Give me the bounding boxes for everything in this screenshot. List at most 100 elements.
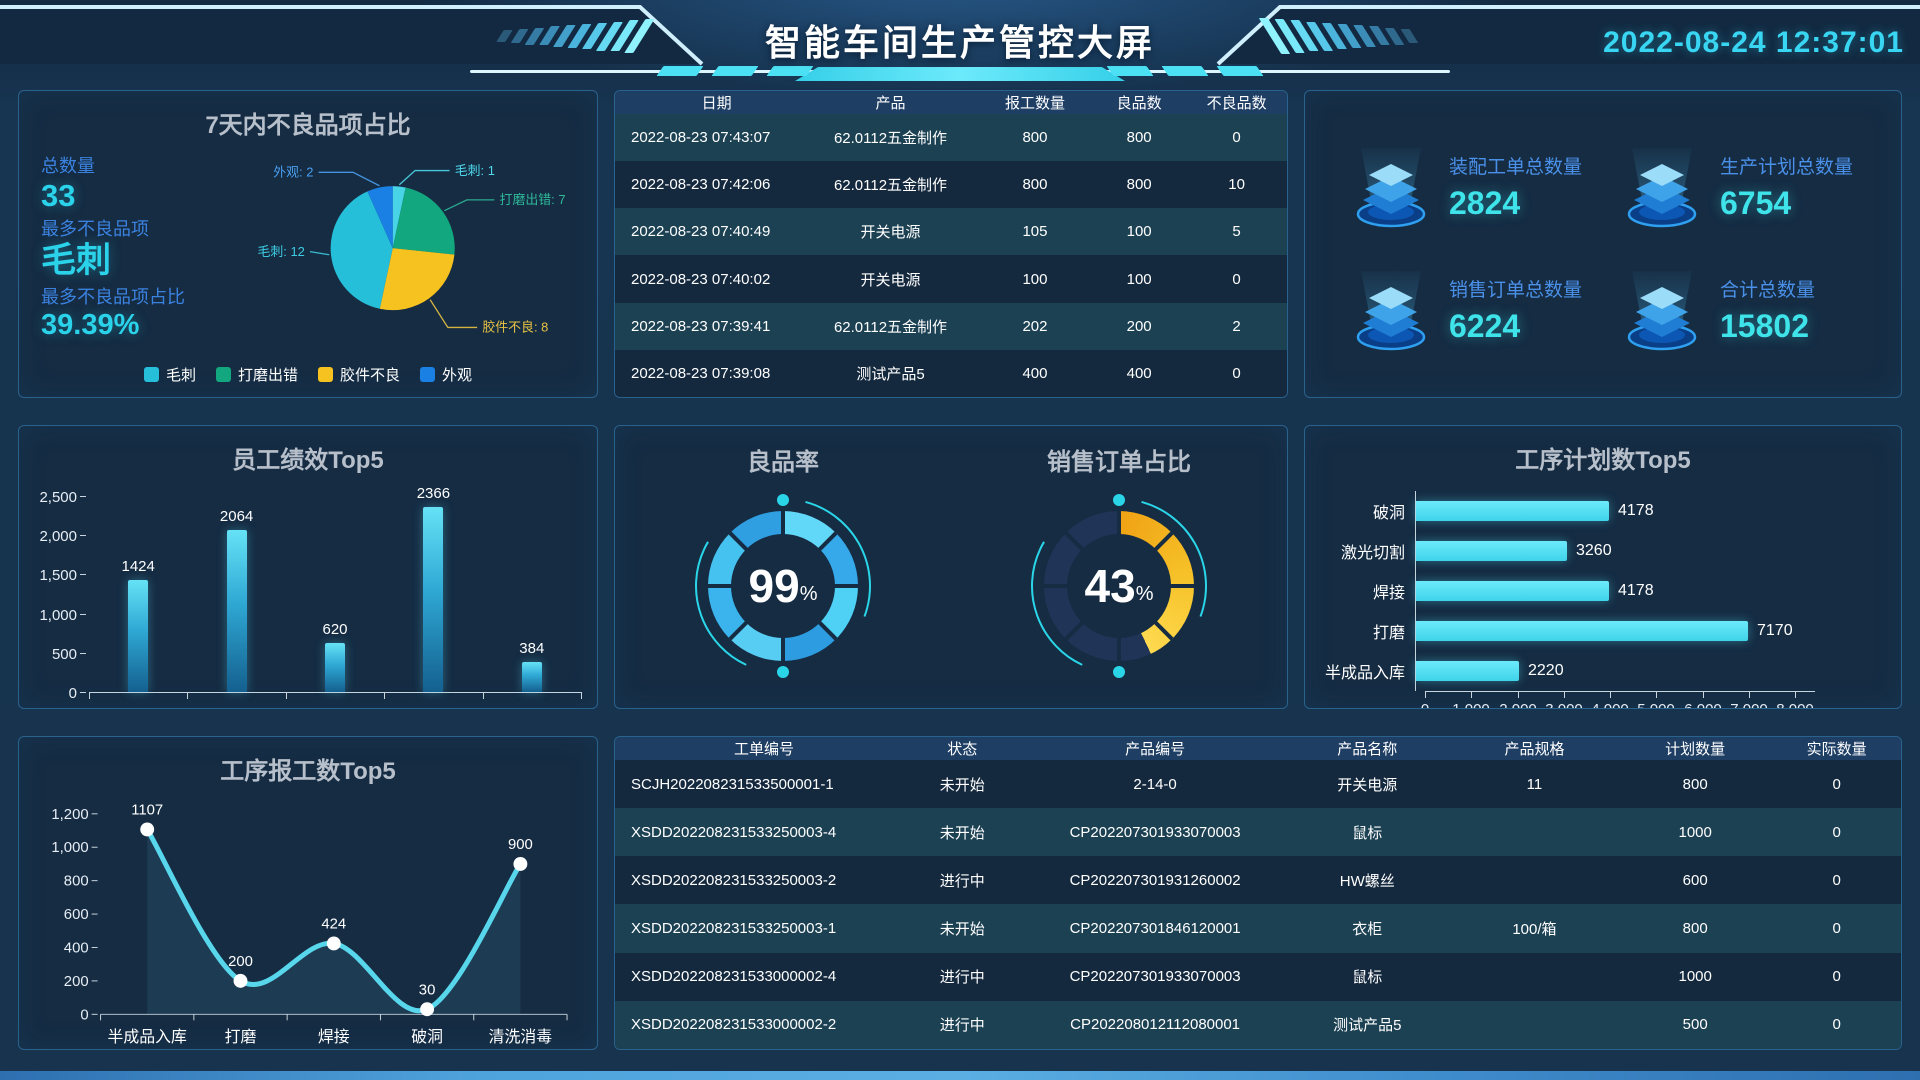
- hbar-row: 激光切割 3260: [1319, 531, 1891, 571]
- bar: [226, 530, 247, 692]
- table-cell: [1451, 856, 1618, 904]
- bar: [521, 662, 542, 692]
- gauge-title: 销售订单占比: [1047, 449, 1191, 476]
- table-cell: 400: [1022, 364, 1048, 382]
- table-cell: 10: [1228, 176, 1245, 194]
- bar: [1416, 581, 1609, 601]
- legend-swatch: [215, 367, 231, 382]
- table-cell: 0: [1232, 129, 1241, 147]
- data-point: [326, 936, 341, 951]
- legend-swatch: [143, 367, 159, 382]
- stat-value: 39.39%: [41, 308, 140, 341]
- hbar-row: 破洞 4178: [1319, 491, 1891, 531]
- table-cell: CP202207301933070003: [1069, 823, 1241, 841]
- bar: [1416, 621, 1748, 641]
- data-point: [420, 1002, 435, 1017]
- legend-item: 打磨出错: [215, 364, 298, 385]
- svg-text:800: 800: [64, 874, 89, 890]
- category-label: 焊接: [1372, 585, 1405, 602]
- svg-text:400: 400: [64, 940, 89, 956]
- stat-label: 最多不良品项: [41, 219, 149, 240]
- bar: [1416, 541, 1567, 561]
- table-cell: 测试产品5: [856, 365, 925, 383]
- table-cell: [1451, 808, 1618, 856]
- table-cell: 800: [1126, 129, 1152, 147]
- plan-hbar-panel: 工序计划数Top5 破洞 4178 激光切割 3260 焊接 4178 打磨: [1304, 425, 1902, 709]
- header-left-decoration: [0, 4, 740, 66]
- panel-title: 员工绩效Top5: [232, 447, 384, 474]
- table-cell: 62.0112五金制作: [833, 177, 948, 195]
- defect-stat: 最多不良品项 毛刺: [41, 215, 197, 281]
- pie-slice: [330, 191, 393, 309]
- bar-value: 4178: [1618, 502, 1654, 519]
- gauges: 良品率 99% 销售订单占比 43%: [615, 438, 1287, 681]
- table-cell: 0: [1832, 920, 1841, 938]
- layers-icon: [1627, 147, 1697, 227]
- column-header: 不良品数: [1186, 91, 1287, 114]
- table-cell: 进行中: [939, 969, 985, 987]
- panel-title: 7天内不良品项占比: [205, 112, 411, 139]
- table-cell: 0: [1832, 968, 1841, 986]
- svg-text:1,000: 1,000: [51, 840, 88, 856]
- bar-value: 1424: [121, 558, 155, 575]
- table-row: 2022-08-23 07:40:49 开关电源 105 100 5: [615, 208, 1287, 256]
- svg-text:0: 0: [80, 1007, 88, 1023]
- plan-hbar-chart: 破洞 4178 激光切割 3260 焊接 4178 打磨: [1319, 491, 1891, 708]
- layers-icon: [1627, 270, 1697, 350]
- performance-bar-panel: 员工绩效Top5 0 500 1,000 1,500 2,000 2,500 1424 20…: [18, 425, 598, 709]
- bar: [423, 507, 444, 692]
- stat-card: 装配工单总数量 2824: [1345, 125, 1616, 248]
- stat-card-value: 6224: [1449, 307, 1521, 344]
- table-cell: 800: [1126, 176, 1152, 194]
- category-label: 半成品入库: [108, 1028, 188, 1046]
- table-cell: 开关电源: [860, 224, 921, 242]
- table-cell: XSDD202208231533250003-1: [631, 920, 837, 938]
- table-cell: 衣柜: [1352, 921, 1383, 939]
- table-cell: 开关电源: [860, 271, 921, 289]
- table-cell: 0: [1832, 775, 1841, 793]
- stat-card-value: 2824: [1449, 184, 1521, 221]
- category-label: 测试账户5: [384, 703, 482, 708]
- pie-label: 打磨出错: 7: [500, 192, 566, 207]
- stat-card-label: 合计总数量: [1720, 279, 1816, 301]
- table-row: XSDD202208231533000002-2 进行中 CP20220801211…: [615, 1000, 1901, 1049]
- gauge: 99%: [688, 491, 878, 681]
- category-label: 半成品入库: [1324, 665, 1405, 682]
- table-cell: 1000: [1678, 968, 1712, 986]
- stat-card-label: 生产计划总数量: [1720, 156, 1854, 178]
- table-cell: 62.0112五金制作: [833, 130, 948, 148]
- stat-card: 生产计划总数量 6754: [1616, 125, 1887, 248]
- header: 智能车间生产管控大屏 2022-08-24 12:37:01: [0, 0, 1920, 88]
- category-label: 破洞: [1372, 505, 1405, 522]
- bar-value: 7170: [1757, 622, 1793, 639]
- point-value: 900: [508, 837, 533, 853]
- stat-label: 总数量: [41, 156, 95, 176]
- category-label: 破洞: [411, 1028, 443, 1046]
- data-point: [513, 856, 528, 871]
- pie-label: 毛刺: 1: [455, 163, 495, 178]
- defect-stat: 总数量 33: [41, 152, 197, 214]
- table-cell: 2: [1232, 317, 1241, 335]
- category-label: 测试帐号1_1: [89, 703, 187, 708]
- bar: [128, 580, 149, 692]
- header-underline-decoration: [470, 66, 1450, 82]
- point-value: 1107: [131, 803, 163, 819]
- gauge-value: 99: [748, 560, 800, 612]
- table-cell: 0: [1232, 364, 1241, 382]
- data-point: [233, 973, 248, 988]
- pie-slice: [392, 187, 455, 255]
- gauge-block: 销售订单占比 43%: [951, 438, 1287, 681]
- gauge-unit: %: [799, 582, 818, 605]
- point-value: 30: [419, 982, 436, 998]
- gauge-block: 良品率 99%: [615, 438, 951, 681]
- hbar-row: 半成品入库 2220: [1319, 651, 1891, 691]
- bar-value: 384: [519, 640, 545, 657]
- pie-label: 胶件不良: 8: [482, 320, 548, 335]
- table-cell: 202: [1022, 317, 1048, 335]
- stat-card: 合计总数量 15802: [1616, 248, 1887, 371]
- table-cell: 5: [1232, 223, 1241, 241]
- report-line-chart: 0 200 400 600 800 1,000 1,200 1107 200 424…: [31, 790, 587, 1049]
- legend-item: 胶件不良: [318, 364, 400, 385]
- table-cell: 0: [1232, 270, 1241, 288]
- gauge-title: 良品率: [747, 449, 819, 476]
